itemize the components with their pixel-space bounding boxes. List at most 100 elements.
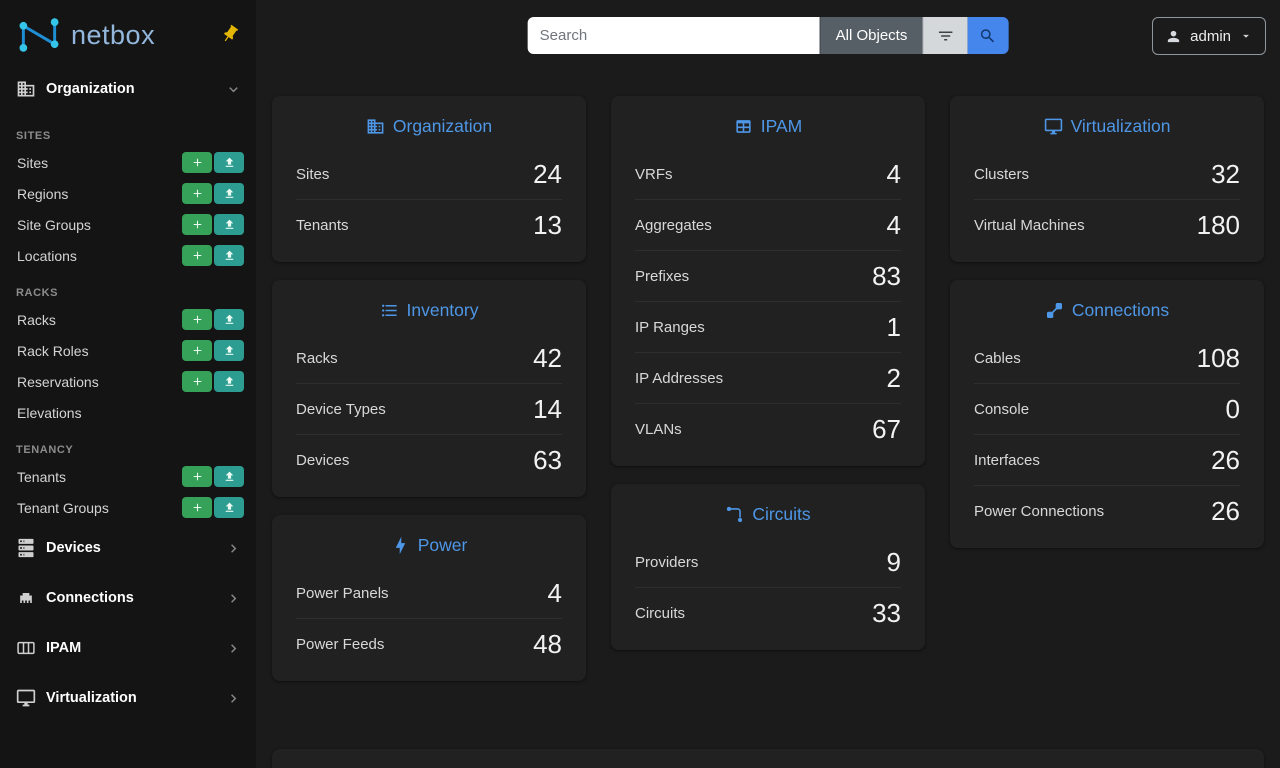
card-title-inventory[interactable]: Inventory: [296, 280, 562, 333]
object-type-dropdown[interactable]: All Objects: [819, 17, 923, 54]
sidebar-group-virtualization[interactable]: Virtualization: [0, 673, 256, 723]
bolt-icon: [391, 536, 410, 555]
search-button[interactable]: [967, 17, 1009, 54]
search-icon: [979, 27, 997, 45]
card-title-circuits[interactable]: Circuits: [635, 484, 901, 537]
stat-value-link[interactable]: 33: [872, 598, 901, 628]
import-button[interactable]: [214, 340, 244, 361]
stat-value-link[interactable]: 83: [872, 261, 901, 291]
add-button[interactable]: [182, 214, 212, 235]
sidebar-item-site-groups[interactable]: Site Groups: [0, 209, 256, 240]
card-organization: Organization Sites 24 Tenants 13: [272, 96, 586, 262]
sidebar-group-connections[interactable]: Connections: [0, 573, 256, 623]
stat-value-link[interactable]: 32: [1211, 159, 1240, 189]
stat-value-link[interactable]: 24: [533, 159, 562, 189]
sidebar-item-rack-roles[interactable]: Rack Roles: [0, 335, 256, 366]
upload-icon: [223, 501, 236, 514]
plus-icon: [191, 218, 204, 231]
stat-value-link[interactable]: 0: [1225, 394, 1240, 424]
stat-value-link[interactable]: 13: [533, 210, 562, 240]
upload-icon: [223, 344, 236, 357]
changelog-card-title[interactable]: Change Log: [296, 749, 1240, 768]
add-button[interactable]: [182, 497, 212, 518]
stat-label: Cables: [974, 349, 1021, 367]
stat-value-link[interactable]: 26: [1211, 496, 1240, 526]
sidebar-item-reservations[interactable]: Reservations: [0, 366, 256, 397]
import-button[interactable]: [214, 183, 244, 204]
plus-icon: [191, 249, 204, 262]
card-title-organization[interactable]: Organization: [296, 96, 562, 149]
sidebar-item-sites[interactable]: Sites: [0, 147, 256, 178]
card-title-ipam[interactable]: IPAM: [635, 96, 901, 149]
import-button[interactable]: [214, 214, 244, 235]
import-button[interactable]: [214, 497, 244, 518]
table-icon: [734, 117, 753, 136]
add-button[interactable]: [182, 371, 212, 392]
sidebar-item-elevations[interactable]: Elevations: [0, 397, 256, 428]
stat-row-interfaces: Interfaces 26: [974, 434, 1240, 485]
sidebar-item-racks[interactable]: Racks: [0, 304, 256, 335]
card-title-connections[interactable]: Connections: [974, 280, 1240, 333]
search-input[interactable]: [527, 17, 820, 54]
stat-row-power-panels: Power Panels 4: [296, 568, 562, 618]
upload-icon: [223, 375, 236, 388]
sidebar-section-tenancy: TENANCY: [16, 444, 74, 456]
sidebar-group-devices[interactable]: Devices: [0, 523, 256, 573]
sidebar-group-organization[interactable]: Organization: [0, 64, 256, 114]
stat-value-link[interactable]: 48: [533, 629, 562, 659]
stat-label: Tenants: [296, 216, 349, 234]
person-icon: [1165, 28, 1182, 45]
stat-value-link[interactable]: 67: [872, 414, 901, 444]
add-button[interactable]: [182, 340, 212, 361]
sidebar-group-ipam[interactable]: IPAM: [0, 623, 256, 673]
filter-button[interactable]: [922, 17, 968, 54]
chevron-right-icon: [225, 640, 242, 657]
sidebar-item-locations[interactable]: Locations: [0, 240, 256, 271]
import-button[interactable]: [214, 309, 244, 330]
card-title-virtualization[interactable]: Virtualization: [974, 96, 1240, 149]
add-button[interactable]: [182, 152, 212, 173]
stat-value-link[interactable]: 1: [886, 312, 901, 342]
stat-value-link[interactable]: 63: [533, 445, 562, 475]
card-title-label: IPAM: [760, 116, 803, 136]
stat-value-link[interactable]: 9: [886, 547, 901, 577]
stat-row-cables: Cables 108: [974, 333, 1240, 383]
stat-value-link[interactable]: 14: [533, 394, 562, 424]
stat-row-virtual-machines: Virtual Machines 180: [974, 199, 1240, 250]
sidebar-item-regions[interactable]: Regions: [0, 178, 256, 209]
stat-label: IP Addresses: [635, 369, 724, 387]
stat-value-link[interactable]: 108: [1196, 343, 1240, 373]
import-button[interactable]: [214, 371, 244, 392]
stat-value-link[interactable]: 26: [1211, 445, 1240, 475]
stat-value-link[interactable]: 2: [886, 363, 901, 393]
card-connections: Connections Cables 108 Console 0 Interfaces 26…: [950, 280, 1264, 548]
pin-icon[interactable]: [213, 17, 246, 50]
stat-value-link[interactable]: 180: [1196, 210, 1240, 240]
stat-label: Power Panels: [296, 584, 389, 602]
card-title-power[interactable]: Power: [296, 515, 562, 568]
user-menu-button[interactable]: admin: [1152, 17, 1266, 55]
stat-value-link[interactable]: 4: [886, 210, 901, 240]
add-button[interactable]: [182, 183, 212, 204]
sidebar-group-label: IPAM: [46, 640, 82, 656]
stat-value-link[interactable]: 4: [547, 578, 562, 608]
add-button[interactable]: [182, 466, 212, 487]
netbox-logo[interactable]: netbox: [16, 14, 155, 56]
import-button[interactable]: [214, 152, 244, 173]
stat-row-power-feeds: Power Feeds 48: [296, 618, 562, 669]
sidebar: netbox Organization SITES Sites Regions Site…: [0, 0, 256, 768]
card-virtualization: Virtualization Clusters 32 Virtual Machines…: [950, 96, 1264, 262]
add-button[interactable]: [182, 309, 212, 330]
stat-label: Sites: [296, 165, 330, 183]
plus-icon: [191, 344, 204, 357]
sidebar-item-tenant-groups[interactable]: Tenant Groups: [0, 492, 256, 523]
import-button[interactable]: [214, 466, 244, 487]
stat-value-link[interactable]: 4: [886, 159, 901, 189]
pin-glyph: [216, 20, 244, 48]
import-button[interactable]: [214, 245, 244, 266]
stat-value-link[interactable]: 42: [533, 343, 562, 373]
netbox-logo-icon: [19, 18, 59, 52]
add-button[interactable]: [182, 245, 212, 266]
sidebar-item-tenants[interactable]: Tenants: [0, 461, 256, 492]
stat-label: Prefixes: [635, 267, 690, 285]
